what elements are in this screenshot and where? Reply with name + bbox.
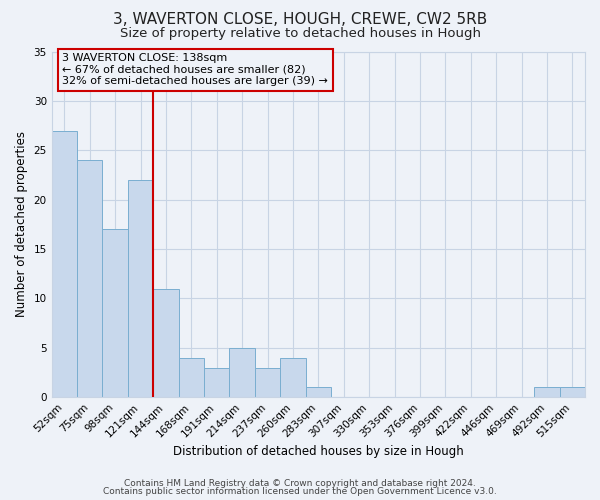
Bar <box>305 388 331 397</box>
X-axis label: Distribution of detached houses by size in Hough: Distribution of detached houses by size … <box>173 444 464 458</box>
Bar <box>52 130 77 397</box>
Text: 3 WAVERTON CLOSE: 138sqm
← 67% of detached houses are smaller (82)
32% of semi-d: 3 WAVERTON CLOSE: 138sqm ← 67% of detach… <box>62 53 328 86</box>
Bar <box>560 388 585 397</box>
Bar <box>153 288 179 397</box>
Bar <box>204 368 229 397</box>
Text: Contains public sector information licensed under the Open Government Licence v3: Contains public sector information licen… <box>103 487 497 496</box>
Bar <box>229 348 255 397</box>
Bar <box>103 230 128 397</box>
Bar <box>255 368 280 397</box>
Bar <box>77 160 103 397</box>
Text: Contains HM Land Registry data © Crown copyright and database right 2024.: Contains HM Land Registry data © Crown c… <box>124 478 476 488</box>
Bar <box>534 388 560 397</box>
Y-axis label: Number of detached properties: Number of detached properties <box>15 132 28 318</box>
Bar <box>179 358 204 397</box>
Bar <box>280 358 305 397</box>
Bar <box>128 180 153 397</box>
Text: 3, WAVERTON CLOSE, HOUGH, CREWE, CW2 5RB: 3, WAVERTON CLOSE, HOUGH, CREWE, CW2 5RB <box>113 12 487 28</box>
Text: Size of property relative to detached houses in Hough: Size of property relative to detached ho… <box>119 28 481 40</box>
